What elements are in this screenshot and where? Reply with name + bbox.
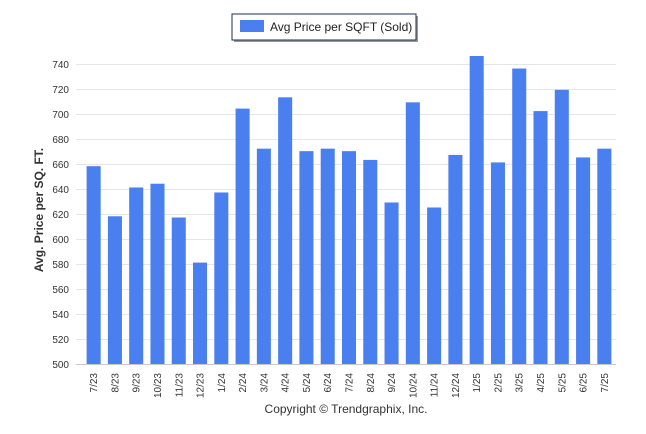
x-tick-label: 12/23: [196, 373, 207, 398]
bars: [86, 56, 612, 364]
y-tick-label: 700: [52, 110, 69, 121]
bar-3-24: [256, 148, 271, 364]
x-axis-ticks: 7/23 8/23 9/23 10/23 11/23 12/23 1/24 2/24 3/24 4…: [89, 373, 611, 398]
bar-7-24: [341, 151, 357, 364]
y-tick-label: 600: [52, 235, 69, 246]
y-tick-label: 620: [52, 210, 69, 221]
y-tick-label: 580: [52, 260, 69, 271]
x-tick-label: 10/23: [153, 373, 164, 398]
y-tick-label: 680: [52, 135, 69, 146]
x-tick-label: 7/25: [600, 373, 611, 393]
y-tick-label: 640: [52, 185, 69, 196]
x-tick-label: 11/23: [174, 373, 185, 398]
x-tick-label: 7/24: [345, 373, 356, 393]
y-tick-label: 520: [52, 335, 69, 346]
bar-5-24: [299, 151, 314, 364]
y-tick-label: 540: [52, 310, 69, 321]
bar-3-25: [512, 68, 527, 364]
bar-12-23: [193, 262, 208, 364]
x-tick-label: 2/25: [493, 373, 504, 393]
bar-10-24: [405, 102, 420, 364]
bar-8-23: [107, 216, 122, 364]
y-tick-label: 720: [52, 85, 69, 96]
bar-7-25: [597, 148, 612, 364]
y-tick-label: 500: [52, 360, 69, 371]
legend-swatch: [240, 20, 264, 32]
copyright-text: Copyright © Trendgraphix, Inc.: [265, 402, 428, 416]
bar-9-24: [384, 202, 399, 364]
bar-2-24: [235, 108, 250, 364]
x-tick-label: 1/24: [217, 373, 228, 393]
x-tick-label: 9/23: [132, 373, 143, 393]
bar-9-23: [129, 187, 144, 364]
legend-label: Avg Price per SQFT (Sold): [270, 20, 412, 34]
x-tick-label: 12/24: [451, 373, 462, 398]
bar-5-25: [554, 89, 569, 364]
x-tick-label: 4/25: [536, 373, 547, 393]
x-tick-label: 7/23: [89, 373, 100, 393]
bar-6-24: [320, 148, 335, 364]
y-tick-label: 560: [52, 285, 69, 296]
y-tick-label: 740: [52, 60, 69, 71]
x-tick-label: 8/24: [366, 373, 377, 393]
bar-11-23: [171, 217, 186, 364]
bar-4-24: [278, 97, 293, 364]
bar-10-23: [150, 183, 165, 364]
x-tick-label: 5/24: [302, 373, 313, 393]
bar-12-24: [448, 154, 463, 364]
bar-11-24: [427, 207, 442, 364]
bar-6-25: [576, 157, 591, 364]
x-tick-label: 3/25: [515, 373, 526, 393]
bar-7-23: [86, 166, 101, 364]
x-tick-label: 9/24: [387, 373, 398, 393]
y-axis-ticks: 500 520 540 560 580 600 620 640 660 680 700 720 740: [52, 60, 69, 371]
x-tick-label: 6/25: [579, 373, 590, 393]
x-tick-label: 8/23: [110, 373, 121, 393]
x-tick-label: 6/24: [323, 373, 334, 393]
x-tick-label: 3/24: [259, 373, 270, 393]
y-axis-label: Avg. Price per SQ. FT.: [32, 148, 46, 272]
x-tick-label: 11/24: [430, 373, 441, 398]
bar-4-25: [533, 111, 548, 364]
bar-1-24: [214, 192, 229, 364]
x-tick-label: 10/24: [408, 373, 419, 398]
x-tick-label: 1/25: [472, 373, 483, 393]
bar-8-24: [363, 159, 378, 364]
x-tick-label: 2/24: [238, 373, 249, 393]
x-tick-label: 4/24: [281, 373, 292, 393]
y-tick-label: 660: [52, 160, 69, 171]
bar-1-25: [469, 56, 484, 364]
legend: Avg Price per SQFT (Sold): [231, 13, 418, 42]
bar-2-25: [490, 162, 505, 364]
x-tick-label: 5/25: [557, 373, 568, 393]
